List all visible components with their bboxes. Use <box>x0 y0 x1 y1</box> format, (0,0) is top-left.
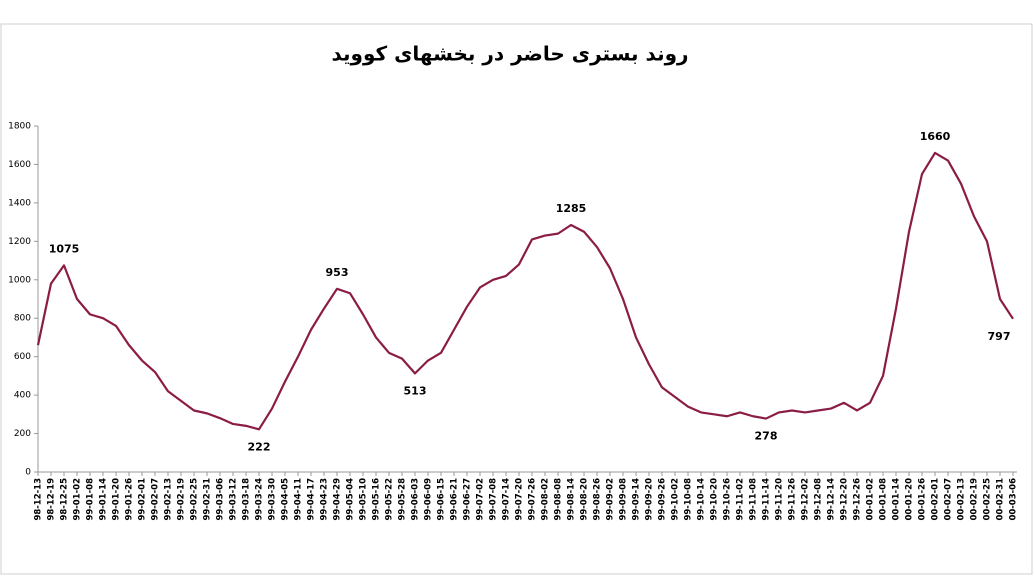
x-tick-label: 99-11-02 <box>736 478 746 521</box>
x-tick-label: 99-04-11 <box>294 478 304 521</box>
x-tick-label: 99-09-20 <box>645 478 655 521</box>
x-tick-label: 99-05-10 <box>359 478 369 521</box>
x-tick-label: 99-10-02 <box>671 478 681 521</box>
x-tick-label: 00-02-25 <box>983 478 993 521</box>
x-tick-label: 99-03-30 <box>268 478 278 521</box>
x-tick-label: 99-07-26 <box>528 478 538 521</box>
x-tick-label: 99-02-07 <box>151 478 161 521</box>
x-tick-label: 99-11-08 <box>749 478 759 521</box>
x-tick-label: 98-12-13 <box>34 478 44 521</box>
x-tick-label: 99-02-13 <box>164 478 174 521</box>
y-tick-label: 1600 <box>8 160 31 170</box>
x-tick-label: 99-08-20 <box>580 478 590 521</box>
line-series <box>36 151 1014 431</box>
y-tick-label: 1400 <box>8 198 31 208</box>
x-tick-label: 99-08-08 <box>554 478 564 521</box>
y-tick-label: 800 <box>14 314 31 324</box>
x-tick-label: 99-02-19 <box>177 478 187 521</box>
x-tick-label: 99-10-08 <box>684 478 694 521</box>
x-tick-label: 00-03-06 <box>1009 478 1019 521</box>
x-tick-label: 99-07-14 <box>502 478 512 521</box>
y-tick-label: 1800 <box>8 122 31 132</box>
x-tick-label: 99-01-08 <box>86 478 96 521</box>
x-tick-label: 99-05-16 <box>372 478 382 521</box>
x-tick-label: 99-10-14 <box>697 478 707 521</box>
x-tick-label: 99-09-14 <box>632 478 642 521</box>
x-tick-label: 99-01-20 <box>112 478 122 521</box>
x-tick-label: 99-09-08 <box>619 478 629 521</box>
x-tick-label: 99-09-02 <box>606 478 616 521</box>
x-tick-label: 99-01-26 <box>125 478 135 521</box>
x-tick-label: 99-03-18 <box>242 478 252 521</box>
x-tick-label: 99-04-29 <box>333 478 343 521</box>
x-tick-label: 00-01-02 <box>866 478 876 521</box>
x-tick-label: 99-12-20 <box>840 478 850 521</box>
x-tick-label: 99-05-04 <box>346 478 356 521</box>
x-tick-label: 99-03-06 <box>216 478 226 521</box>
x-tick-label: 99-03-24 <box>255 478 265 521</box>
annotation: 953 <box>326 266 349 279</box>
x-tick-label: 00-02-13 <box>957 478 967 521</box>
x-tick-label: 98-12-25 <box>60 478 70 521</box>
annotation: 1660 <box>920 130 951 143</box>
x-tick-label: 98-12-19 <box>47 478 57 521</box>
x-tick-label: 99-05-28 <box>398 478 408 521</box>
x-tick-label: 99-02-25 <box>190 478 200 521</box>
y-tick-label: 1200 <box>8 237 31 247</box>
y-tick-label: 1000 <box>8 275 31 285</box>
x-tick-label: 99-04-05 <box>281 478 291 521</box>
x-tick-label: 99-09-26 <box>658 478 668 521</box>
x-tick-label: 99-07-02 <box>476 478 486 521</box>
x-tick-label: 00-01-14 <box>892 478 902 521</box>
x-tick-label: 99-11-26 <box>788 478 798 521</box>
y-tick-label: 0 <box>25 468 31 478</box>
x-tick-label: 99-06-09 <box>424 478 434 521</box>
y-tick-label: 400 <box>14 391 31 401</box>
annotation: 222 <box>248 440 271 453</box>
chart-frame <box>0 23 1033 575</box>
x-tick-label: 99-07-08 <box>489 478 499 521</box>
x-tick-label: 99-08-14 <box>567 478 577 521</box>
x-tick-label: 00-01-26 <box>918 478 928 521</box>
x-tick-label: 00-02-07 <box>944 478 954 521</box>
x-tick-label: 00-01-20 <box>905 478 915 521</box>
x-tick-label: 99-10-26 <box>723 478 733 521</box>
x-tick-label: 99-08-02 <box>541 478 551 521</box>
x-tick-label: 99-11-14 <box>762 478 772 521</box>
x-tick-label: 99-12-02 <box>801 478 811 521</box>
x-tick-label: 99-05-22 <box>385 478 395 521</box>
annotation: 1285 <box>556 202 587 215</box>
annotation: 513 <box>404 384 427 397</box>
x-tick-label: 99-11-20 <box>775 478 785 521</box>
annotation: 278 <box>755 430 778 443</box>
x-tick-label: 99-12-08 <box>814 478 824 521</box>
x-tick-label: 99-06-27 <box>463 478 473 521</box>
x-tick-label: 99-03-12 <box>229 478 239 521</box>
x-tick-label: 00-02-31 <box>996 478 1006 521</box>
x-tick-label: 99-04-17 <box>307 478 317 521</box>
x-tick-label: 99-02-31 <box>203 478 213 521</box>
x-tick-label: 99-04-23 <box>320 478 330 521</box>
x-tick-label: 99-01-14 <box>99 478 109 521</box>
x-tick-label: 00-01-08 <box>879 478 889 521</box>
x-tick-label: 99-02-01 <box>138 478 148 521</box>
x-tick-label: 99-12-26 <box>853 478 863 521</box>
x-tick-label: 99-01-02 <box>73 478 83 521</box>
x-tick-label: 99-06-15 <box>437 478 447 521</box>
x-tick-label: 00-02-19 <box>970 478 980 521</box>
x-tick-label: 99-07-20 <box>515 478 525 521</box>
y-tick-label: 200 <box>14 429 31 439</box>
annotation: 797 <box>988 330 1011 343</box>
x-tick-label: 00-02-01 <box>931 478 941 521</box>
x-tick-label: 99-12-14 <box>827 478 837 521</box>
x-tick-label: 99-06-21 <box>450 478 460 521</box>
annotation: 1075 <box>49 242 80 255</box>
x-tick-label: 99-08-26 <box>593 478 603 521</box>
chart-title: روند بستری حاضر در بخشهای کووید <box>331 42 688 66</box>
x-tick-label: 99-10-20 <box>710 478 720 521</box>
x-tick-label: 99-06-03 <box>411 478 421 521</box>
y-tick-label: 600 <box>14 352 31 362</box>
